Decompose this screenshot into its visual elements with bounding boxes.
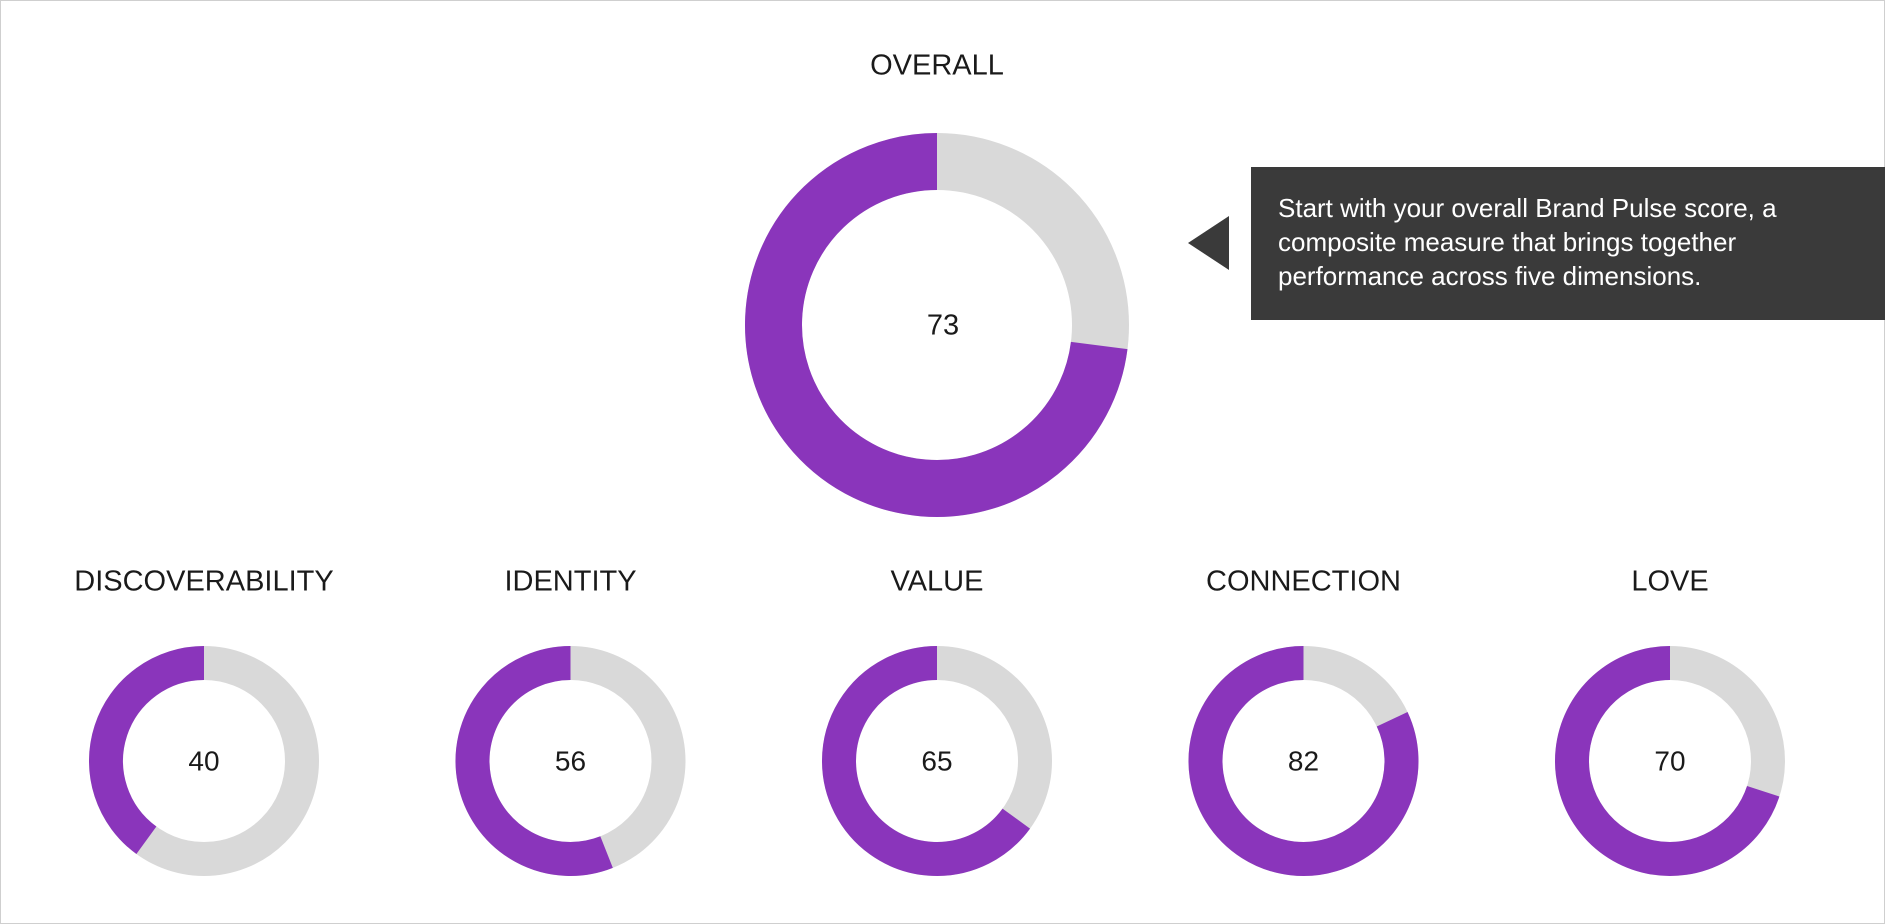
donut-value: 56: [555, 745, 586, 776]
donut-arc: [89, 646, 205, 855]
donut-title: VALUE: [891, 566, 984, 598]
donut-arc: [1555, 646, 1780, 876]
tooltip-arrow: [1188, 216, 1229, 270]
donut-value: 65: [921, 745, 952, 776]
donut-arc: [822, 646, 1031, 876]
donut-arc: [1188, 646, 1419, 876]
tooltip: Start with your overall Brand Pulse scor…: [1251, 167, 1885, 320]
donut-arc: [745, 133, 1128, 517]
donut-value: 82: [1288, 745, 1319, 776]
donut-value: 73: [927, 310, 959, 342]
donut-value: 70: [1654, 745, 1685, 776]
donut-title: IDENTITY: [504, 566, 636, 598]
donut-value: 40: [188, 745, 219, 776]
donut-title: CONNECTION: [1206, 566, 1401, 598]
donut-title: DISCOVERABILITY: [74, 566, 333, 598]
donut-arc: [455, 646, 613, 876]
donut-title: OVERALL: [870, 50, 1004, 82]
tooltip-text: Start with your overall Brand Pulse scor…: [1278, 193, 1777, 291]
donut-title: LOVE: [1631, 566, 1708, 598]
